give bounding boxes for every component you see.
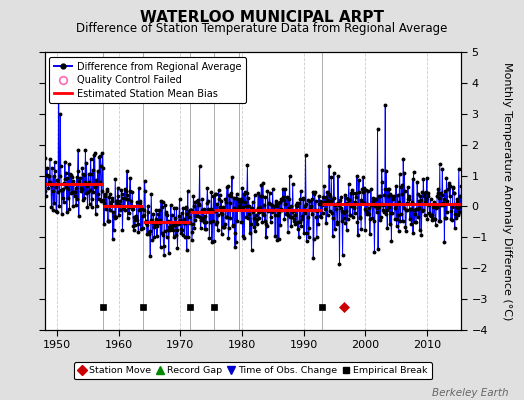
Legend: Station Move, Record Gap, Time of Obs. Change, Empirical Break: Station Move, Record Gap, Time of Obs. C… xyxy=(74,362,432,380)
Y-axis label: Monthly Temperature Anomaly Difference (°C): Monthly Temperature Anomaly Difference (… xyxy=(502,62,512,320)
Text: WATERLOO MUNICIPAL ARPT: WATERLOO MUNICIPAL ARPT xyxy=(140,10,384,25)
Text: Berkeley Earth: Berkeley Earth xyxy=(432,388,508,398)
Text: Difference of Station Temperature Data from Regional Average: Difference of Station Temperature Data f… xyxy=(77,22,447,35)
